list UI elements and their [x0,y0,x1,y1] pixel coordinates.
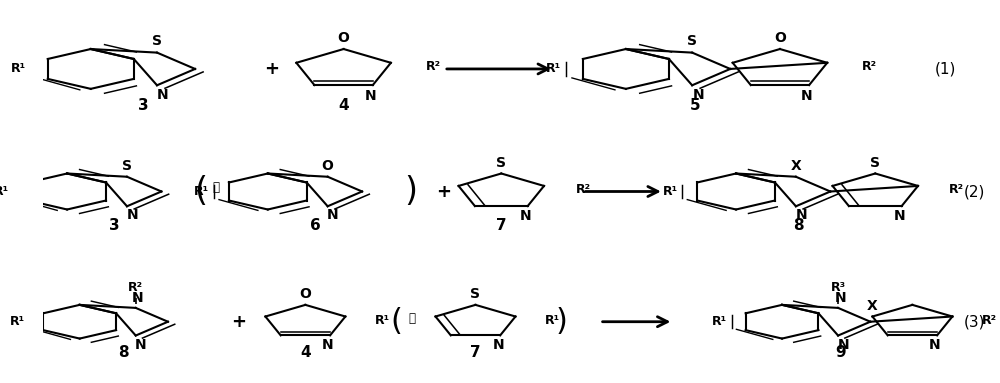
Text: 4: 4 [300,345,311,360]
Text: R¹: R¹ [10,315,25,328]
Text: N: N [135,337,147,352]
Text: ): ) [404,175,417,208]
Text: N: N [365,88,376,103]
Text: O: O [299,287,311,301]
Text: N: N [929,339,941,352]
Text: R¹: R¹ [712,315,727,328]
Text: (: ( [194,175,207,208]
Text: R²: R² [982,314,997,327]
Text: S: S [470,287,480,301]
Text: X: X [791,159,801,173]
Text: R¹: R¹ [545,314,560,327]
Text: O: O [774,31,786,45]
Text: S: S [122,159,132,173]
Text: R²: R² [862,61,877,74]
Text: R¹: R¹ [663,185,678,198]
Text: 4: 4 [338,98,349,113]
Text: R¹: R¹ [194,185,209,198]
Text: 5: 5 [690,98,701,113]
Text: N: N [132,291,144,305]
Text: (: ( [390,307,402,336]
Text: R²: R² [575,183,591,196]
Text: 8: 8 [119,345,129,360]
Text: R¹: R¹ [0,185,9,198]
Text: (1): (1) [935,61,956,77]
Text: N: N [834,291,846,305]
Text: 8: 8 [794,218,804,232]
Text: (3): (3) [964,314,985,329]
Text: O: O [338,31,350,45]
Text: 3: 3 [138,98,148,113]
Text: N: N [492,339,504,352]
Text: R²: R² [128,282,143,295]
Text: N: N [157,88,169,101]
Text: 7: 7 [496,218,507,232]
Text: R²: R² [426,61,441,74]
Text: 3: 3 [109,218,120,232]
Text: N: N [520,209,531,223]
Text: 6: 6 [310,218,320,232]
Text: N: N [837,337,849,352]
Text: X: X [867,300,878,313]
Text: +: + [264,60,279,78]
Text: R¹: R¹ [11,62,26,75]
Text: N: N [127,208,138,223]
Text: 7: 7 [470,345,481,360]
Text: ): ) [556,307,567,336]
Text: 9: 9 [836,345,846,360]
Text: N: N [795,208,807,223]
Text: 或: 或 [409,312,416,325]
Text: N: N [327,208,339,223]
Text: O: O [322,159,334,173]
Text: 或: 或 [213,181,220,194]
Text: S: S [152,34,162,48]
Text: S: S [687,34,697,48]
Text: (2): (2) [964,184,985,199]
Text: N: N [692,88,704,101]
Text: S: S [870,155,880,170]
Text: N: N [801,88,812,103]
Text: R¹: R¹ [375,314,390,327]
Text: R²: R² [949,183,964,196]
Text: N: N [322,339,334,352]
Text: +: + [231,313,246,331]
Text: R¹: R¹ [546,62,561,75]
Text: R³: R³ [831,282,846,295]
Text: S: S [496,155,506,170]
Text: +: + [436,183,451,200]
Text: N: N [894,209,905,223]
